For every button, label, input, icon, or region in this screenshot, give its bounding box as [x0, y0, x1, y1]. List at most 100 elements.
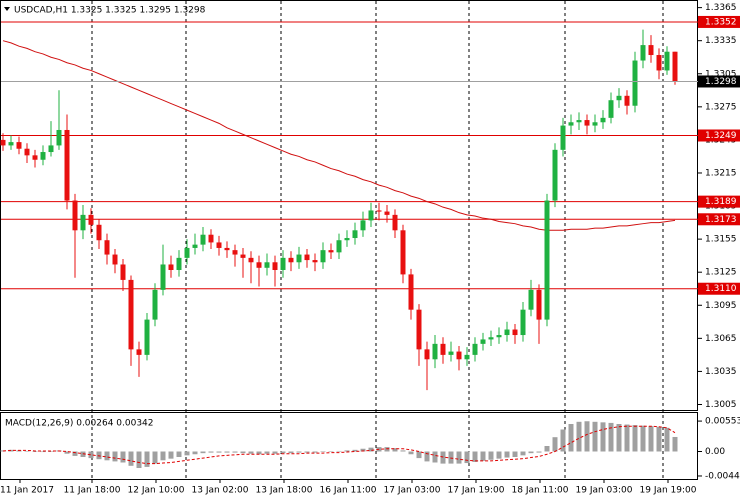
candle-body [152, 289, 158, 320]
candle-body [496, 335, 502, 338]
level-tag [698, 129, 740, 142]
candle-body [160, 264, 166, 290]
macd-bar [224, 451, 230, 453]
macd-bar [128, 451, 134, 466]
candle-body [64, 129, 70, 201]
level-label: 1.3249 [705, 131, 737, 141]
candle-body [256, 262, 262, 268]
macd-bar [24, 450, 30, 452]
candle-body [368, 210, 374, 221]
candle-body [224, 247, 230, 251]
macd-bar [592, 421, 598, 452]
macd-frame [0, 412, 698, 480]
macd-bar [360, 448, 366, 452]
macd-bar [168, 451, 174, 459]
candle-body [416, 309, 422, 350]
candle-body [24, 148, 30, 156]
candle-body [176, 257, 182, 270]
macd-bar [384, 447, 390, 452]
macd-bar [184, 451, 190, 456]
candle-body [40, 152, 46, 160]
current-price-label: 1.3298 [705, 77, 737, 87]
candle-body [320, 250, 326, 263]
candle-body [600, 117, 606, 123]
macd-bar [552, 437, 558, 452]
macd-bar [528, 451, 534, 454]
y-tick-label: 1.3275 [705, 102, 737, 112]
candle-body [312, 260, 318, 263]
macd-bar [576, 421, 582, 452]
macd-bar [272, 451, 278, 454]
candle-body [584, 120, 590, 126]
macd-bar [80, 451, 86, 457]
macd-bar [72, 451, 78, 456]
chart-title: USDCAD,H1 1.3325 1.3325 1.3295 1.3298 [14, 6, 206, 16]
candle-body [328, 250, 334, 253]
candle-body [136, 349, 142, 355]
candle-body [72, 200, 78, 231]
x-tick-label: 16 Jan 11:00 [320, 486, 377, 496]
macd-bar [136, 451, 142, 468]
candle-body [8, 142, 14, 146]
macd-bar [432, 451, 438, 463]
macd-bar [208, 451, 214, 453]
macd-bar [656, 426, 662, 452]
macd-bar [296, 451, 302, 453]
macd-bar [64, 451, 70, 454]
macd-bar [336, 450, 342, 452]
macd-bar [608, 422, 614, 452]
y-tick-label: 1.3065 [705, 334, 737, 344]
candle-body [480, 339, 486, 344]
candle-body [208, 234, 214, 243]
macd-bar [512, 451, 518, 457]
level-label: 1.3352 [705, 17, 737, 27]
macd-bar [344, 450, 350, 452]
macd-bar [48, 451, 54, 452]
macd-bar [40, 451, 46, 453]
candle-body [672, 51, 678, 82]
macd-bar [520, 451, 526, 456]
x-tick-label: 17 Jan 19:00 [448, 486, 505, 496]
x-tick-label: 11 Jan 2017 [0, 486, 54, 496]
macd-bar [504, 451, 510, 458]
macd-bar [448, 451, 454, 464]
candle-body [88, 214, 94, 225]
candle-body [488, 337, 494, 340]
candle-body [376, 210, 382, 212]
macd-bar [96, 451, 102, 460]
candle-body [456, 351, 462, 360]
candle-body [392, 214, 398, 231]
macd-bar [144, 451, 150, 467]
macd-bar [32, 451, 38, 452]
candle-body [56, 129, 62, 146]
macd-bar [640, 425, 646, 452]
candle-body [624, 95, 630, 106]
candle-body [360, 220, 366, 231]
macd-bar [88, 451, 94, 459]
candle-body [440, 343, 446, 355]
candle-body [656, 55, 662, 71]
candle-body [520, 309, 526, 336]
macd-bar [192, 451, 198, 455]
y-tick-label: 1.3215 [705, 168, 737, 178]
macd-label: MACD(12,26,9) 0.00264 0.00342 [5, 419, 154, 429]
macd-bar [632, 425, 638, 452]
candle-body [128, 279, 134, 350]
candle-body [264, 262, 270, 268]
macd-bar [648, 426, 654, 452]
candle-body [168, 264, 174, 270]
macd-bar [488, 451, 494, 460]
macd-bar [288, 451, 294, 454]
macd-bar [256, 451, 262, 455]
macd-bar [440, 451, 446, 464]
macd-bar [320, 451, 326, 453]
candle-body [280, 257, 286, 270]
candle-body [608, 100, 614, 118]
candle-body [240, 254, 246, 258]
macd-bar [232, 451, 238, 453]
macd-signal [2, 425, 676, 465]
macd-bar [104, 451, 110, 461]
candle-body [272, 262, 278, 270]
macd-y-tick-label: 0.00553 [705, 417, 740, 427]
